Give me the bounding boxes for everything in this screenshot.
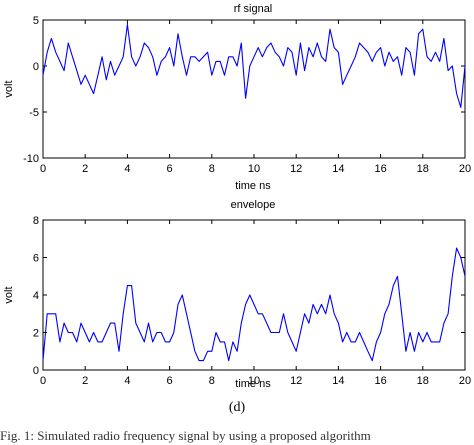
y-tick-label: -10 — [23, 153, 39, 165]
envelope-xlabel: time ns — [235, 378, 271, 390]
x-tick-label: 16 — [374, 375, 386, 387]
y-tick-label: -5 — [29, 107, 39, 119]
rf-signal-series-line — [42, 24, 466, 108]
x-tick-label: 0 — [40, 163, 46, 175]
x-tick-label: 6 — [167, 163, 173, 175]
x-tick-label: 18 — [417, 375, 429, 387]
x-tick-label: 20 — [459, 163, 471, 175]
x-tick-label: 12 — [290, 375, 302, 387]
x-tick-label: 14 — [332, 163, 344, 175]
x-tick-label: 2 — [82, 163, 88, 175]
x-tick-label: 14 — [332, 375, 344, 387]
rf-signal-axes-box — [42, 19, 466, 159]
x-tick-label: 4 — [124, 163, 130, 175]
rf-signal-chart: rf signal -10 -5 0 5 0 2 4 6 8 10 12 14 16 18 20 volt… — [3, 3, 471, 192]
x-tick-label: 16 — [374, 163, 386, 175]
x-tick-label: 18 — [417, 163, 429, 175]
rf-signal-plot — [42, 24, 466, 108]
y-tick-label: 6 — [33, 253, 39, 265]
figure-caption: Fig. 1: Simulated radio frequency signal… — [0, 428, 371, 443]
rf-signal-ylabel: volt — [3, 80, 15, 97]
envelope-x-ticks: 0 2 4 6 8 10 12 14 16 18 20 — [40, 220, 471, 387]
x-tick-label: 0 — [40, 375, 46, 387]
subfigure-label: (d) — [228, 400, 246, 415]
x-tick-label: 6 — [167, 375, 173, 387]
y-tick-label: 8 — [33, 215, 39, 227]
envelope-title: envelope — [231, 199, 276, 211]
envelope-ylabel: volt — [3, 286, 15, 303]
x-tick-label: 8 — [209, 375, 215, 387]
x-tick-label: 8 — [209, 163, 215, 175]
envelope-plot — [42, 247, 466, 362]
x-tick-label: 12 — [290, 163, 302, 175]
x-tick-label: 10 — [248, 375, 260, 387]
rf-signal-y-ticks: -10 -5 0 5 — [23, 15, 465, 165]
envelope-series-line — [42, 247, 466, 362]
x-tick-label: 20 — [459, 375, 471, 387]
rf-signal-title: rf signal — [234, 3, 273, 15]
y-tick-label: 2 — [33, 328, 39, 340]
rf-signal-xlabel: time ns — [235, 180, 271, 192]
y-tick-label: 0 — [33, 365, 39, 377]
x-tick-label: 10 — [248, 163, 260, 175]
rf-signal-x-ticks: 0 2 4 6 8 10 12 14 16 18 20 — [40, 20, 471, 175]
y-tick-label: 0 — [33, 61, 39, 73]
x-tick-label: 4 — [124, 375, 130, 387]
y-tick-label: 4 — [33, 290, 39, 302]
y-tick-label: 5 — [33, 15, 39, 27]
envelope-y-ticks: 0 2 4 6 8 — [33, 215, 465, 377]
envelope-chart: envelope 0 2 4 6 8 0 2 4 6 8 10 12 14 16 18 20 volt ti… — [3, 199, 471, 390]
x-tick-label: 2 — [82, 375, 88, 387]
envelope-axes-box — [42, 219, 466, 371]
